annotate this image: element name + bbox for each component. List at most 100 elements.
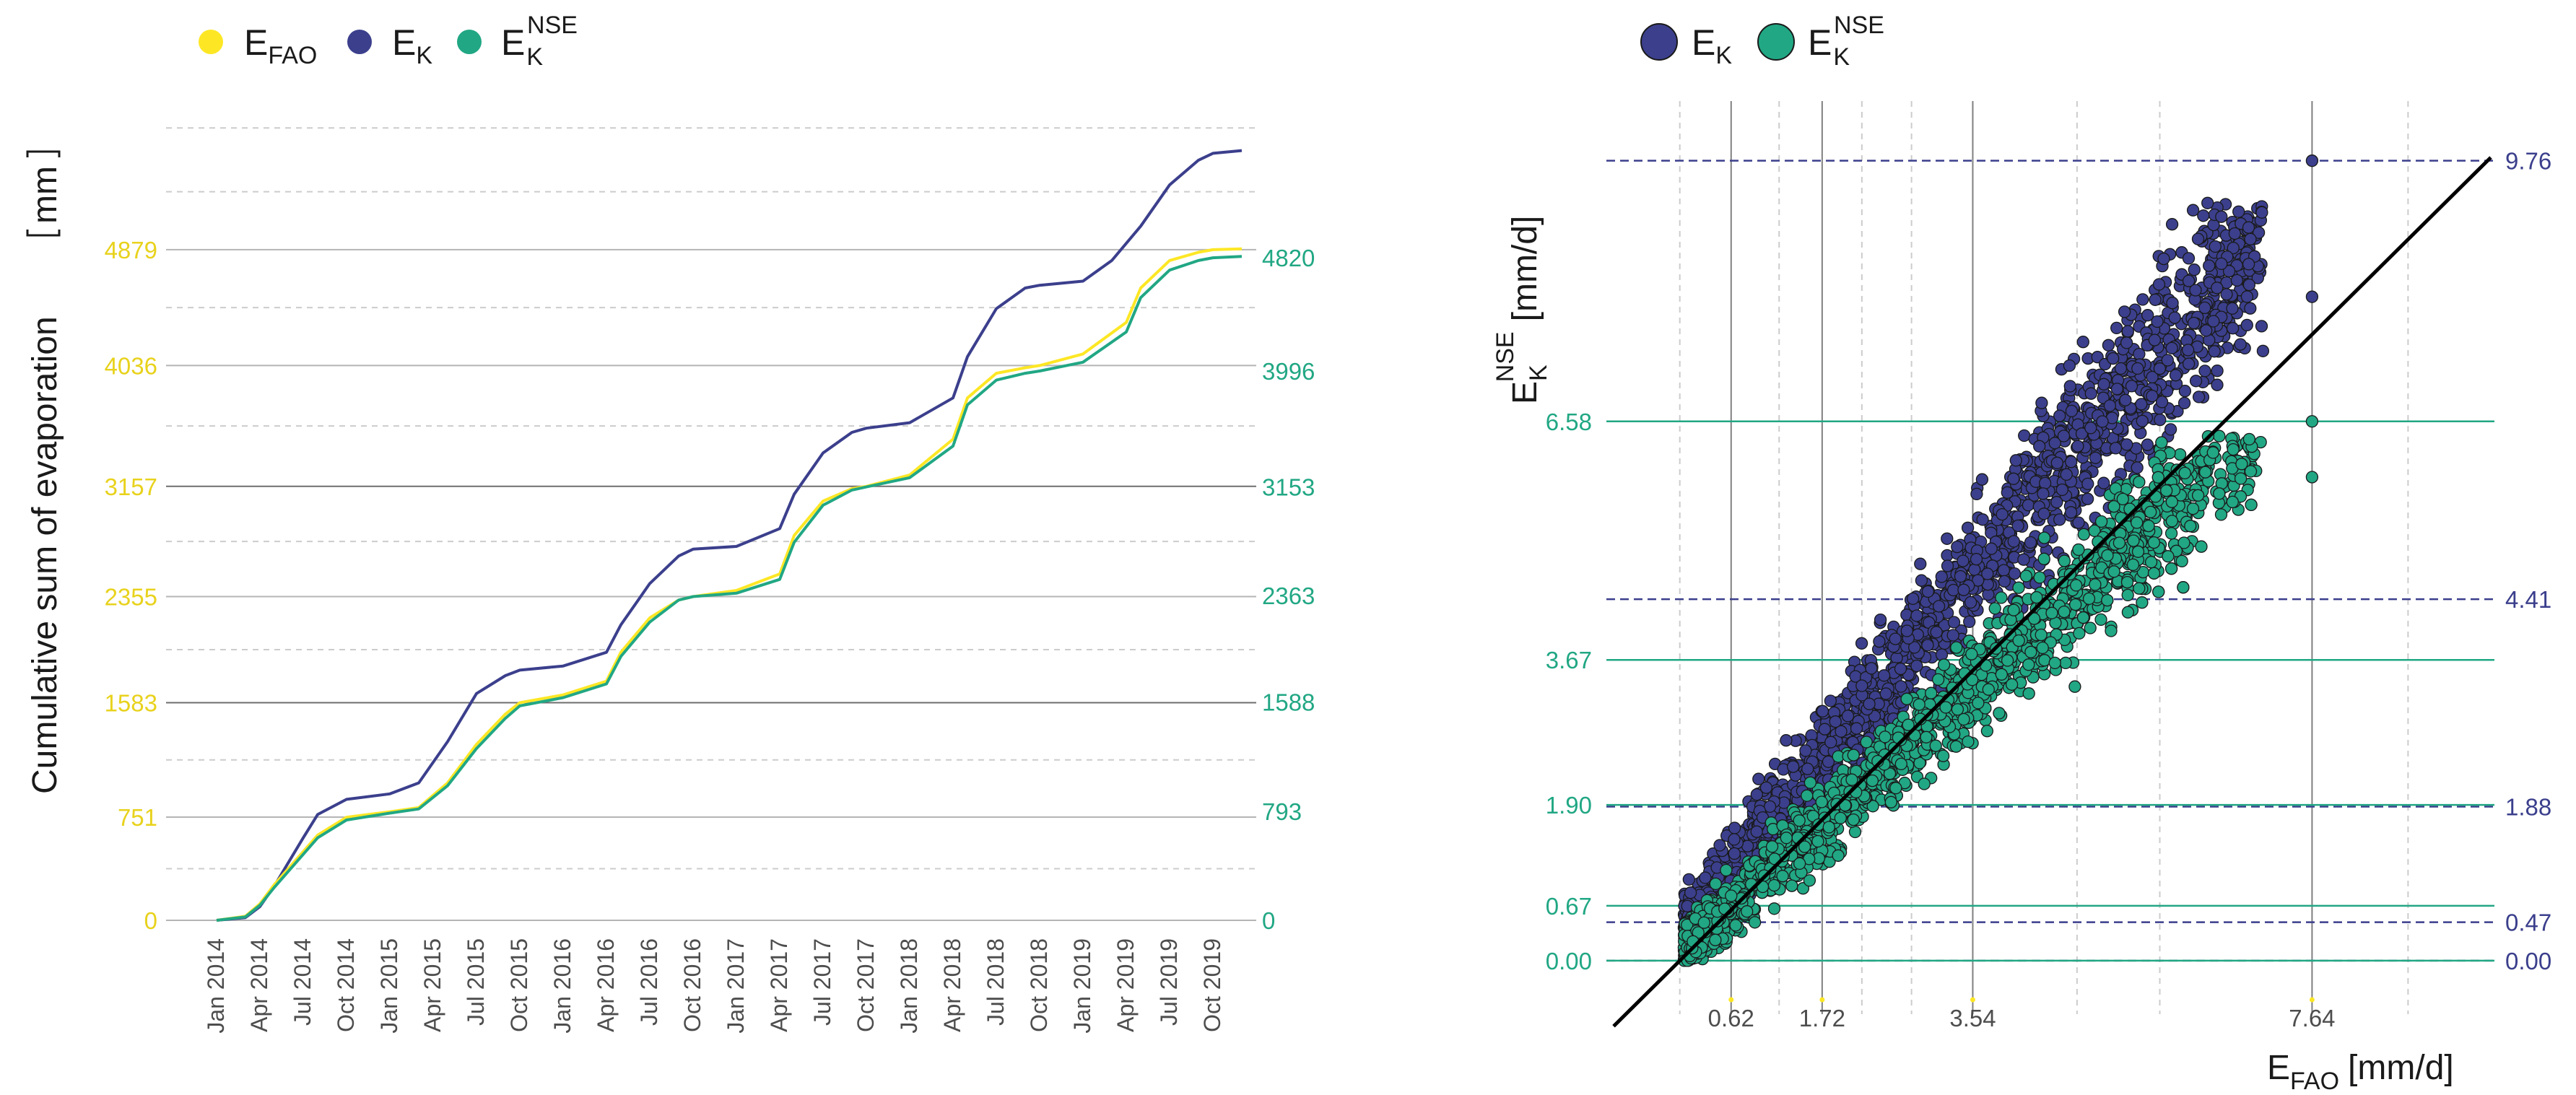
point-eknse	[1780, 832, 1793, 845]
point-ek	[1914, 557, 1927, 570]
left-y-tick-label-5: 4036	[105, 352, 157, 379]
point-eknse	[1931, 673, 1945, 686]
identity-line	[1612, 156, 2492, 1028]
point-ek	[1894, 680, 1907, 693]
point-eknse	[1884, 795, 1897, 808]
left-y-axis-unit-bracket-open	[26, 230, 61, 237]
point-eknse	[2101, 593, 2114, 607]
point-eknse	[1834, 811, 1847, 824]
point-ek	[1954, 570, 1967, 583]
point-ek	[2242, 221, 2255, 234]
point-eknse	[1913, 698, 1926, 711]
point-eknse	[1803, 874, 1816, 887]
right-x-tick-label-0: 0.62	[1708, 1005, 1754, 1031]
point-eknse	[1832, 849, 1845, 862]
point-ek	[1780, 734, 1793, 747]
point-ek	[1921, 585, 1935, 598]
point-ek	[2228, 227, 2242, 240]
right-left-tick-label-1: 0.67	[1546, 893, 1592, 920]
point-ek	[1741, 839, 1754, 852]
right-left-tick-label-4: 6.58	[1546, 409, 1592, 435]
point-ek	[2084, 387, 2097, 400]
point-eknse	[2084, 621, 2097, 634]
left-x-tick-label-10: Jul 2016	[636, 938, 662, 1026]
point-ek	[2189, 284, 2202, 297]
point-ek	[1910, 609, 1923, 622]
right-left-tick-label-0: 0.00	[1546, 948, 1592, 974]
left-x-tick-label-0: Jan 2014	[203, 938, 229, 1034]
right-x-tick-marker-1	[1819, 997, 1825, 1003]
point-ek	[1951, 540, 1964, 554]
point-ek	[2186, 204, 2200, 217]
point-ek	[2244, 302, 2257, 315]
point-eknse	[2073, 627, 2086, 640]
point-eknse	[2164, 527, 2178, 540]
point-ek	[2215, 210, 2228, 223]
point-ek	[1759, 781, 1773, 794]
point-ek	[2053, 409, 2066, 422]
point-ek	[2215, 257, 2228, 271]
point-ek	[2203, 259, 2216, 272]
legend-ek-marker	[347, 30, 372, 54]
point-ek	[2182, 252, 2196, 265]
point-eknse	[1801, 789, 1814, 802]
point-ek	[2063, 380, 2076, 393]
point-eknse	[2244, 465, 2258, 478]
point-eknse	[2037, 552, 2050, 565]
point-eknse	[2089, 578, 2102, 591]
point-ek	[2191, 232, 2205, 245]
point-eknse	[2048, 656, 2061, 670]
left-x-tick-label-23: Oct 2019	[1199, 938, 1225, 1032]
point-ek	[2201, 196, 2214, 209]
left-y-ticks: 0 751 1583 2355 3157 4036 4879	[105, 237, 157, 934]
point-ek	[1889, 632, 1902, 645]
point-eknse	[2206, 446, 2219, 459]
point-eknse	[2027, 612, 2041, 625]
point-eknse	[2082, 592, 2096, 606]
point-eknse	[1889, 782, 1902, 795]
point-eknse	[1995, 668, 2008, 681]
point-eknse	[1939, 701, 1952, 714]
point-eknse	[2131, 545, 2145, 558]
point-eknse	[1995, 591, 2008, 604]
right-right-tick-label-4: 9.76	[2505, 148, 2551, 175]
point-eknse	[1767, 878, 1781, 892]
left-y-tick-label-4: 3157	[105, 474, 157, 500]
point-eknse	[2058, 554, 2071, 567]
point-eknse	[1982, 683, 1995, 696]
point-eknse	[2177, 581, 2190, 594]
point-ek	[1957, 554, 1970, 567]
point-eknse	[2152, 585, 2165, 598]
right-right-tick-label-0: 0.00	[2505, 948, 2551, 974]
left-y-axis-title: Cumulative sum of evaporation mm	[26, 150, 64, 794]
point-ek	[2050, 456, 2063, 469]
left-x-tick-label-21: Apr 2019	[1113, 938, 1139, 1032]
left-y-axis-unit-bracket-close	[26, 150, 61, 157]
point-eknse	[1902, 718, 1915, 731]
point-eknse	[2012, 581, 2025, 594]
right-x-tick-label-1: 1.72	[1799, 1005, 1845, 1031]
right-tick-labels: 0.00 0.67 1.90 3.67 6.58 0.00 0.47 1.88 4.41 9.76…	[1546, 148, 2551, 1031]
point-ek	[2125, 380, 2138, 393]
point-ek	[2234, 338, 2247, 351]
point-ek-extra	[2305, 290, 2319, 303]
point-ek	[2232, 205, 2245, 218]
point-ek	[2120, 438, 2133, 451]
point-ek	[1997, 564, 2011, 577]
point-ek	[1752, 772, 1765, 785]
point-ek	[2182, 357, 2196, 370]
point-ek	[2018, 429, 2031, 442]
legend-eknse-label: EKNSE	[501, 12, 578, 71]
point-ek	[2011, 519, 2024, 533]
point-ek	[2252, 226, 2266, 239]
point-ek	[1750, 825, 1763, 838]
point-eknse	[2127, 534, 2140, 547]
point-ek	[2154, 413, 2167, 427]
point-eknse	[2175, 554, 2188, 568]
point-eknse	[2030, 590, 2043, 604]
point-ek	[2096, 415, 2109, 428]
point-ek	[2244, 232, 2257, 245]
point-eknse	[2133, 476, 2146, 489]
point-eknse	[1925, 686, 1938, 699]
point-eknse	[1918, 777, 1931, 790]
